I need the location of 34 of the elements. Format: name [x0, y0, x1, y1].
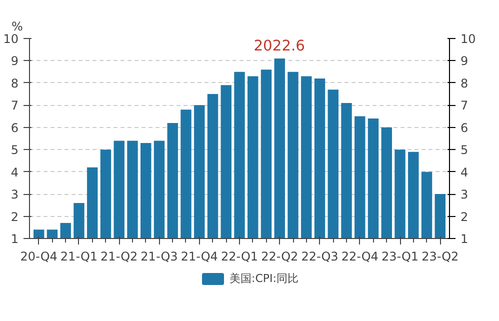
- x-tick-label: 21-Q2: [100, 250, 138, 264]
- y-tick-label: 2: [10, 210, 19, 224]
- x-tick-label: 22-Q3: [301, 250, 338, 264]
- y-tick-label: 10: [3, 32, 19, 46]
- x-tick-label: 22-Q4: [341, 250, 378, 264]
- annotation: 2022.6: [254, 38, 306, 54]
- y-tick-label: 7: [10, 98, 19, 113]
- x-tick-label: 21-Q4: [180, 250, 218, 264]
- x-tick-label: 23-Q1: [381, 250, 419, 264]
- x-tick-label: 21-Q1: [60, 250, 98, 264]
- y2-tick-label: 2: [460, 210, 468, 224]
- y2-tick-label: 9: [460, 54, 468, 68]
- y2-tick-label: 10: [460, 32, 476, 46]
- y2-tick-label: 5: [460, 143, 468, 158]
- y2-tick-label: 3: [460, 188, 468, 202]
- y2-tick-label: 1: [460, 232, 468, 246]
- y-tick-label: 6: [10, 120, 19, 135]
- y2-tick-label: 8: [460, 76, 468, 90]
- x-tick-label: 22-Q1: [220, 250, 258, 264]
- x-tick-label: 23-Q2: [422, 250, 459, 264]
- y-axis-title: %: [12, 20, 23, 34]
- y-tick-label: 8: [10, 76, 19, 90]
- y2-tick-label: 6: [460, 120, 468, 135]
- x-tick-label: 22-Q2: [261, 250, 298, 264]
- y-tick-label: 3: [10, 188, 19, 202]
- x-tick-label: 21-Q3: [140, 250, 178, 264]
- y-tick-label: 5: [10, 143, 19, 158]
- y-tick-label: 9: [10, 54, 19, 68]
- y2-tick-label: 4: [460, 165, 468, 180]
- legend-label: 美国:CPI:同比: [230, 271, 298, 287]
- x-tick-label: 20-Q4: [20, 250, 58, 264]
- y-tick-label: 4: [10, 165, 19, 180]
- y2-tick-label: 7: [460, 98, 468, 113]
- y-tick-label: 1: [10, 232, 19, 246]
